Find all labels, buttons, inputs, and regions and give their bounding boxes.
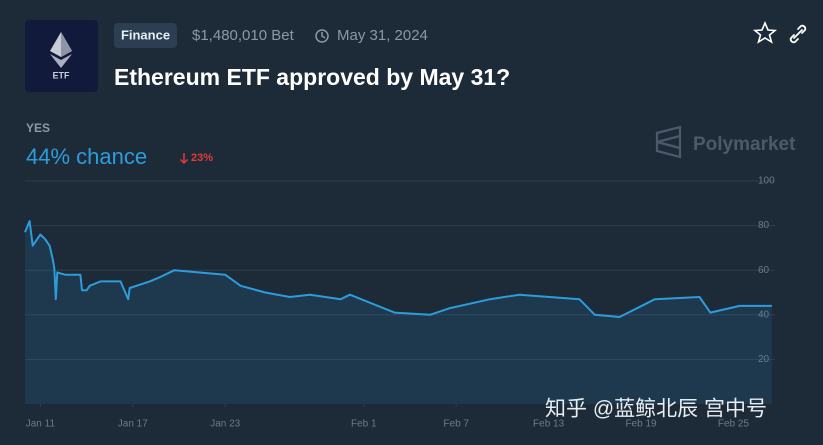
x-tick-label: Feb 25	[718, 419, 750, 430]
x-tick-label: Feb 19	[625, 419, 657, 430]
volume: $1,480,010 Bet	[192, 27, 295, 44]
market-icon: ETF	[25, 20, 98, 92]
y-tick-label: 100	[758, 176, 775, 187]
down-arrow	[179, 153, 189, 165]
x-tick-label: Jan 17	[118, 419, 148, 430]
x-tick-label: Feb 7	[443, 419, 469, 430]
category-badge[interactable]	[114, 23, 177, 48]
chance: 44% chance	[26, 144, 147, 169]
price-line	[24, 220, 772, 318]
bookmark-button[interactable]	[752, 20, 778, 44]
polymarket-logo	[655, 125, 682, 159]
category[interactable]: Finance	[121, 27, 170, 42]
watermark: Polymarket	[693, 134, 796, 155]
area-fill	[25, 221, 772, 404]
price-chart: 20 40 60 80 100 Jan 11 Jan 17 Jan 23 Feb 1 Feb 7 F…	[24, 176, 775, 430]
x-tick-label: Feb 13	[533, 419, 565, 430]
market-title: Ethereum ETF approved by May 31?	[114, 64, 510, 90]
x-tick-label: Jan 23	[210, 419, 240, 430]
y-tick-label: 20	[758, 354, 770, 365]
credit-watermark: 知乎 @蓝鲸北辰 宫中号	[545, 398, 767, 421]
clock-icon	[315, 29, 329, 43]
end-date: May 31, 2024	[337, 27, 428, 44]
x-tick-label: Jan 11	[26, 419, 56, 430]
share-link-button[interactable]	[789, 24, 807, 44]
y-tick-label: 60	[758, 265, 770, 276]
x-tick-label: Feb 1	[351, 419, 377, 430]
outcome-label: YES	[26, 121, 50, 135]
icon-label: ETF	[53, 70, 71, 80]
y-tick-label: 40	[758, 309, 770, 320]
y-tick-label: 80	[758, 220, 770, 231]
change: 23%	[191, 152, 213, 164]
